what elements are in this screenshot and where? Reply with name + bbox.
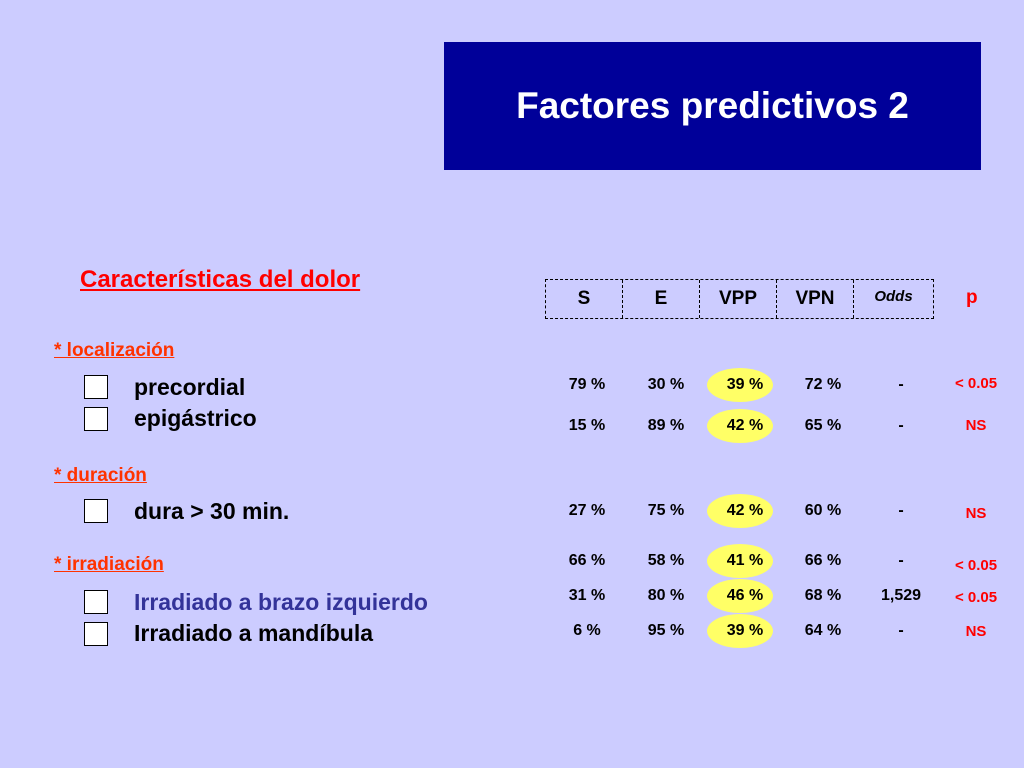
cell-p: NS: [965, 417, 987, 434]
col-header-p: p: [966, 287, 978, 308]
cell-odds: 1,529: [880, 587, 922, 604]
vpp-highlight: [707, 409, 773, 443]
cell-e: 30 %: [647, 376, 685, 393]
item-label-duracion: dura > 30 min.: [134, 498, 290, 524]
section-localizacion: * localización: [54, 340, 175, 361]
item-label-epigastrico: epigástrico: [134, 405, 257, 431]
col-header-vpp: VPP: [700, 280, 777, 318]
checkbox-brazo[interactable]: [84, 590, 108, 614]
cell-odds: -: [898, 502, 904, 519]
checkbox-epigastrico[interactable]: [84, 407, 108, 431]
section-duracion: * duración: [54, 465, 147, 486]
cell-vpn: 64 %: [804, 622, 842, 639]
item-label-mandibula: Irradiado a mandíbula: [134, 620, 373, 646]
cell-vpp: 39 %: [726, 622, 764, 639]
vpp-highlight: [707, 579, 773, 613]
vpp-highlight: [707, 368, 773, 402]
checkbox-precordial[interactable]: [84, 375, 108, 399]
cell-e: 58 %: [647, 552, 685, 569]
title-box: Factores predictivos 2: [444, 42, 981, 170]
cell-e: 89 %: [647, 417, 685, 434]
checkbox-duracion[interactable]: [84, 499, 108, 523]
cell-p: NS: [965, 505, 987, 522]
col-header-s: S: [546, 280, 623, 318]
col-header-e: E: [623, 280, 700, 318]
cell-p: < 0.05: [954, 589, 998, 606]
cell-s: 66 %: [568, 552, 606, 569]
cell-vpp: 41 %: [726, 552, 764, 569]
cell-e: 75 %: [647, 502, 685, 519]
cell-p: NS: [965, 623, 987, 640]
cell-e: 95 %: [647, 622, 685, 639]
cell-s: 15 %: [568, 417, 606, 434]
cell-vpp: 42 %: [726, 502, 764, 519]
vpp-highlight: [707, 544, 773, 578]
cell-vpn: 65 %: [804, 417, 842, 434]
subtitle: Características del dolor: [80, 266, 361, 293]
cell-odds: -: [898, 622, 904, 639]
section-irradiacion: * irradiación: [54, 554, 164, 575]
cell-s: 6 %: [573, 622, 601, 639]
cell-odds: -: [898, 552, 904, 569]
cell-odds: -: [898, 376, 904, 393]
cell-vpn: 68 %: [804, 587, 842, 604]
item-label-precordial: precordial: [134, 374, 246, 400]
vpp-highlight: [707, 614, 773, 648]
item-label-brazo: Irradiado a brazo izquierdo: [134, 589, 428, 615]
cell-vpn: 72 %: [804, 376, 842, 393]
cell-odds: -: [898, 417, 904, 434]
cell-s: 79 %: [568, 376, 606, 393]
cell-p: < 0.05: [954, 557, 998, 574]
cell-vpp: 46 %: [726, 587, 764, 604]
cell-vpn: 60 %: [804, 502, 842, 519]
cell-vpn: 66 %: [804, 552, 842, 569]
col-header-odds: Odds: [874, 288, 913, 305]
vpp-highlight: [707, 494, 773, 528]
slide-title: Factores predictivos 2: [516, 85, 909, 126]
cell-e: 80 %: [647, 587, 685, 604]
cell-vpp: 39 %: [726, 376, 764, 393]
cell-p: < 0.05: [954, 375, 998, 392]
cell-s: 31 %: [568, 587, 606, 604]
checkbox-mandibula[interactable]: [84, 622, 108, 646]
cell-vpp: 42 %: [726, 417, 764, 434]
cell-s: 27 %: [568, 502, 606, 519]
col-header-vpn: VPN: [777, 280, 854, 318]
column-header-table: S E VPP VPN Odds: [545, 279, 934, 319]
